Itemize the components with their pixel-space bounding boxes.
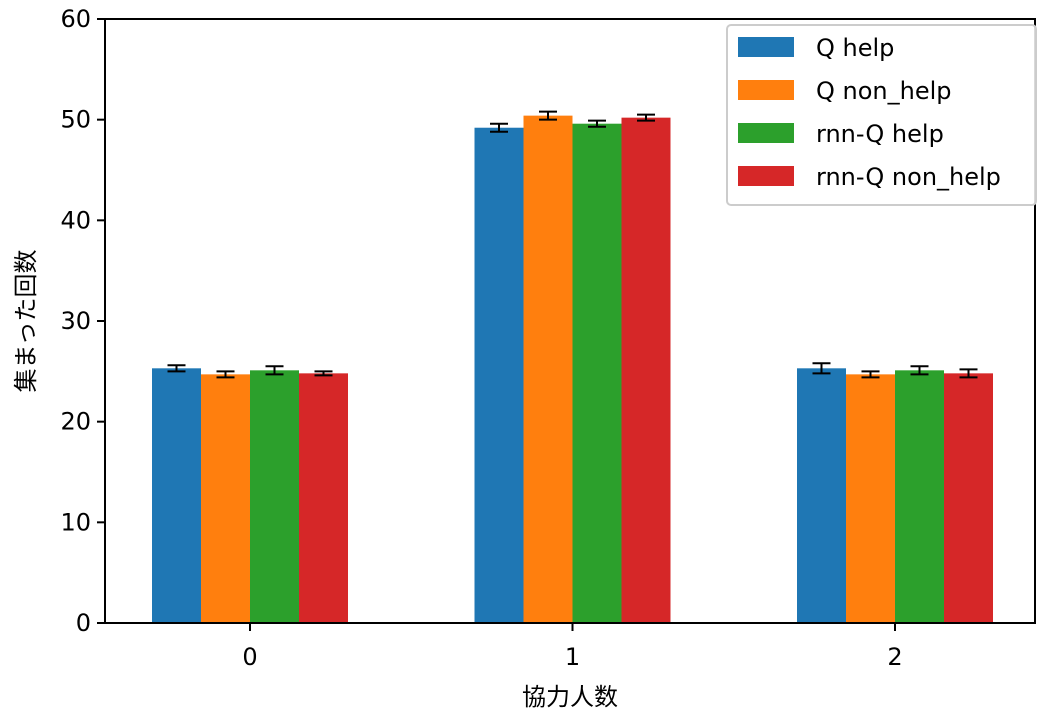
legend-swatch xyxy=(738,80,794,100)
bar xyxy=(621,117,671,624)
x-tick-label: 0 xyxy=(242,643,257,671)
error-bars-layer xyxy=(167,110,978,379)
y-tick-label: 50 xyxy=(60,106,91,134)
y-axis: 0 10 20 30 40 50 60 xyxy=(60,5,105,637)
legend-box xyxy=(726,24,1037,206)
x-tick-label: 2 xyxy=(887,643,902,671)
bars-layer xyxy=(152,115,993,624)
legend: Q help Q non_help rnn-Q help rnn-Q non_help xyxy=(726,24,1037,206)
legend-label: Q non_help xyxy=(816,77,952,105)
y-tick-label: 60 xyxy=(60,5,91,33)
x-tick-label: 1 xyxy=(565,643,580,671)
y-tick-label: 30 xyxy=(60,307,91,335)
y-tick-label: 10 xyxy=(60,508,91,536)
x-axis: 0 1 2 xyxy=(242,623,903,671)
legend-label: rnn-Q help xyxy=(816,120,944,148)
bar xyxy=(250,370,299,623)
y-tick-label: 0 xyxy=(76,609,91,637)
bar xyxy=(572,123,622,624)
y-tick-label: 40 xyxy=(60,206,91,234)
bar xyxy=(152,368,201,623)
legend-label: Q help xyxy=(816,34,894,62)
legend-swatch xyxy=(738,123,794,143)
bar xyxy=(895,370,944,623)
y-axis-label: 集まった回数 xyxy=(12,249,40,392)
bar xyxy=(944,373,993,623)
y-tick-label: 20 xyxy=(60,408,91,436)
x-axis-label: 協力人数 xyxy=(522,683,618,711)
bar xyxy=(797,368,846,623)
bar xyxy=(523,115,573,623)
bar xyxy=(474,127,524,623)
legend-swatch xyxy=(738,37,794,57)
bar xyxy=(299,373,348,623)
bar xyxy=(846,374,895,623)
bar xyxy=(201,374,250,623)
legend-swatch xyxy=(738,166,794,186)
legend-label: rnn-Q non_help xyxy=(816,163,1001,191)
